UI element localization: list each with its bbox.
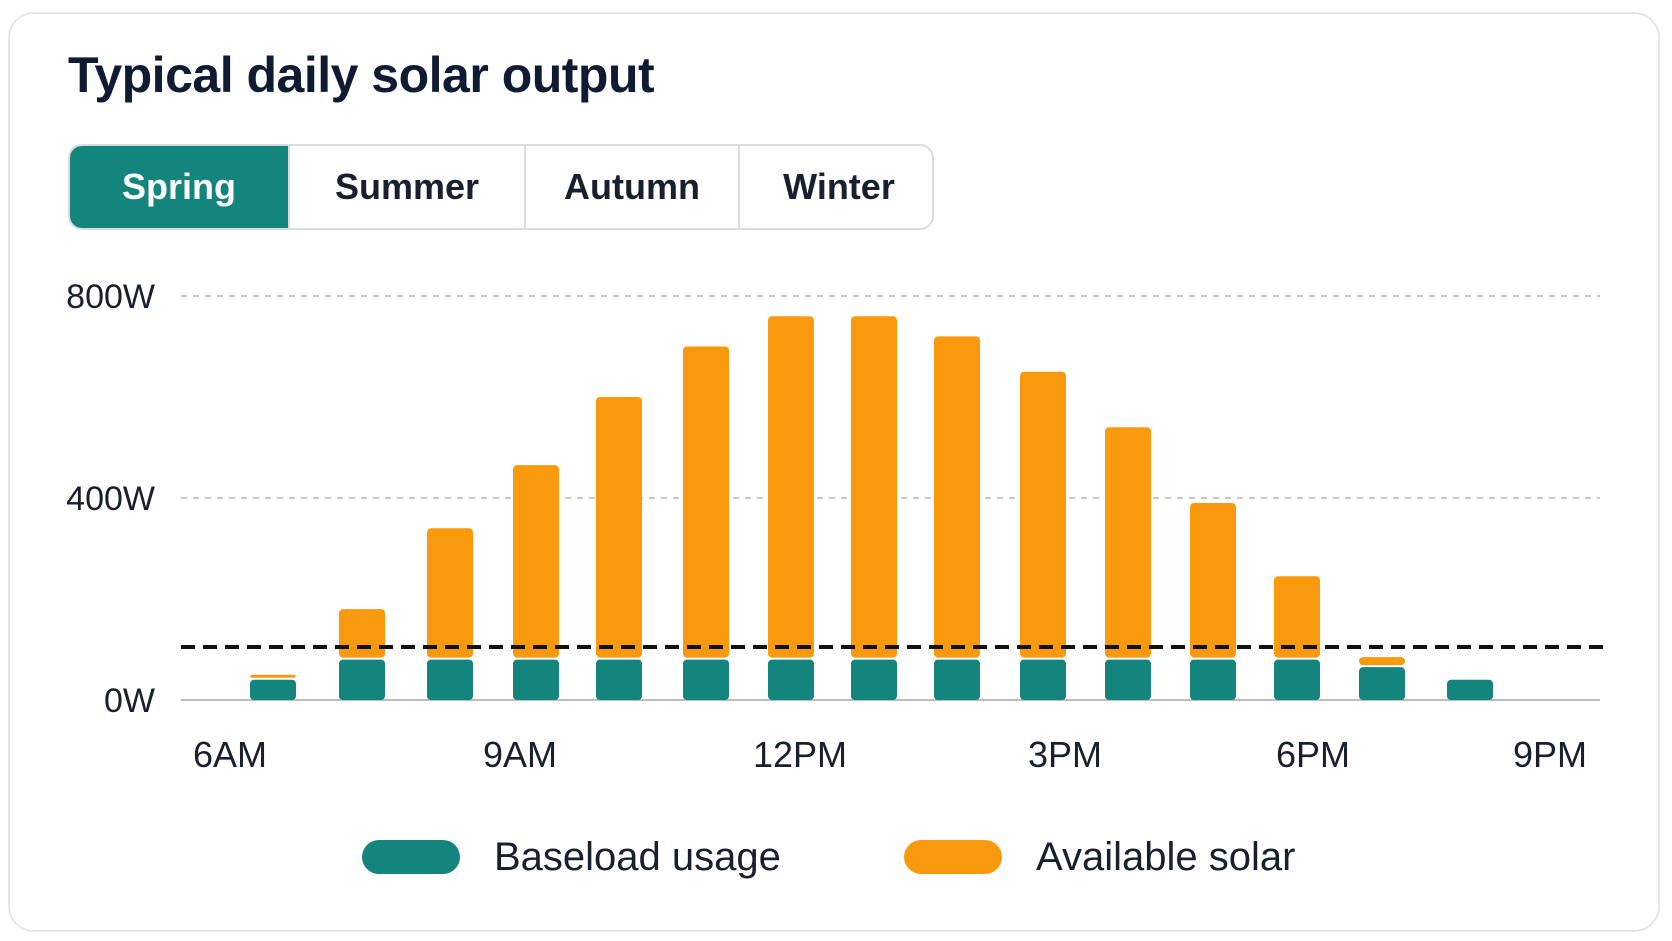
season-tabs: Spring Summer Autumn Winter	[68, 144, 934, 230]
legend-item-solar: Available solar	[904, 832, 1295, 882]
bar-solar	[513, 465, 559, 658]
y-tick-label: 800W	[66, 278, 155, 316]
bar-baseload	[851, 659, 897, 700]
legend-label-baseload: Baseload usage	[494, 834, 781, 879]
bar-solar	[596, 397, 642, 658]
bar-solar	[683, 346, 729, 658]
legend-label-solar: Available solar	[1036, 834, 1296, 879]
bar-solar	[339, 609, 385, 658]
bar-baseload	[1190, 659, 1236, 700]
chart-legend: Baseload usage Available solar	[0, 832, 1672, 882]
tab-summer[interactable]: Summer	[290, 146, 526, 228]
tab-spring[interactable]: Spring	[70, 146, 290, 228]
x-tick-label: 9AM	[483, 734, 557, 775]
bar-baseload	[339, 659, 385, 700]
bar-baseload	[596, 659, 642, 700]
bar-baseload	[1447, 679, 1493, 700]
bar-baseload	[250, 679, 296, 700]
x-tick-label: 12PM	[753, 734, 847, 775]
legend-item-baseload: Baseload usage	[362, 832, 781, 882]
chart-title: Typical daily solar output	[68, 47, 655, 103]
bar-baseload	[768, 659, 814, 700]
bar-solar	[1105, 427, 1151, 658]
x-tick-label: 6AM	[193, 734, 267, 775]
legend-swatch-baseload	[362, 840, 460, 874]
bar-solar	[1190, 503, 1236, 658]
tab-winter[interactable]: Winter	[740, 146, 932, 228]
x-tick-label: 3PM	[1028, 734, 1102, 775]
bar-baseload	[934, 659, 980, 700]
bar-solar	[934, 336, 980, 658]
bar-solar	[1020, 371, 1066, 658]
y-tick-label: 0W	[104, 682, 155, 720]
y-tick-label: 400W	[66, 480, 155, 518]
bar-baseload	[513, 659, 559, 700]
bar-baseload	[427, 659, 473, 700]
bar-solar	[1359, 657, 1405, 666]
bar-baseload	[683, 659, 729, 700]
x-tick-label: 9PM	[1513, 734, 1587, 775]
bar-solar	[768, 316, 814, 658]
bar-solar	[851, 316, 897, 658]
bar-solar	[1274, 576, 1320, 658]
legend-swatch-solar	[904, 840, 1002, 874]
bar-baseload	[1105, 659, 1151, 700]
bar-solar	[427, 528, 473, 658]
tab-autumn[interactable]: Autumn	[526, 146, 740, 228]
bar-baseload	[1020, 659, 1066, 700]
x-tick-label: 6PM	[1276, 734, 1350, 775]
bar-baseload	[1359, 667, 1405, 700]
bar-solar	[250, 674, 296, 678]
bar-baseload	[1274, 659, 1320, 700]
